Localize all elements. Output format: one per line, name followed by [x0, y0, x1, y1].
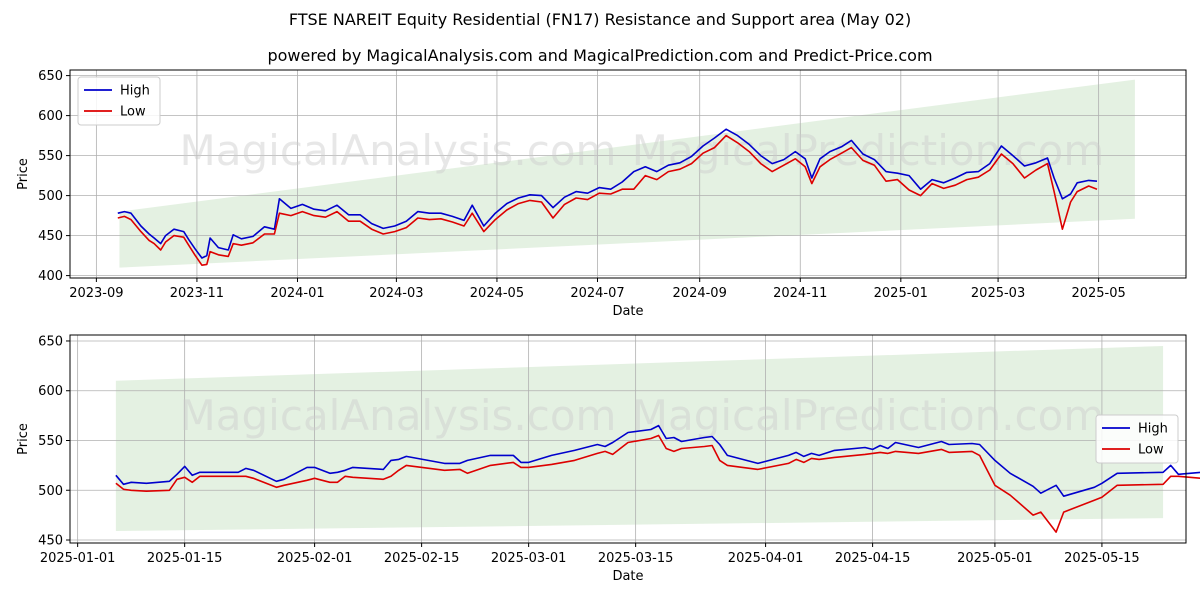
panel1-y-tick-label: 500: [38, 189, 63, 204]
panel2-x-tick-label: 2025-04-15: [835, 551, 911, 566]
panel1-series-high-line: [117, 128, 1098, 259]
panel1-y-tick-label: 650: [38, 69, 63, 84]
panel2-x-tick-label: 2025-03-15: [598, 551, 674, 566]
panel2-plot-frame: [69, 334, 1187, 544]
panel1-x-tick-label: 2024-11: [773, 286, 827, 301]
panel2-watermark: MagicalAnalysis.com: [180, 391, 617, 440]
panel1-y-tick-label: 450: [38, 229, 63, 244]
panel2-y-tick-label: 450: [38, 534, 63, 549]
panel1-y-tick-label: 550: [38, 149, 63, 164]
panel2-y-tick-label: 500: [38, 484, 63, 499]
panel1-x-tick-label: 2024-07: [570, 286, 624, 301]
panel2-x-tick-label: 2025-01-01: [40, 551, 116, 566]
panel1-x-tick-label: 2024-01: [270, 286, 324, 301]
panel1-x-axis-label: Date: [612, 304, 643, 319]
chart-subtitle: powered by MagicalAnalysis.com and Magic…: [267, 46, 933, 65]
panel1-watermark: MagicalAnalysis.com: [180, 126, 617, 175]
panel1-y-tick-label: 600: [38, 109, 63, 124]
panel2-y-tick-label: 650: [38, 334, 63, 349]
panel2-x-tick-label: 2025-02-15: [384, 551, 460, 566]
panel1-x-tick-label: 2023-11: [170, 286, 224, 301]
panel1-y-axis-label: Price: [16, 158, 31, 190]
panel1-x-tick-label: 2025-01: [874, 286, 928, 301]
panel2-y-tick-label: 600: [38, 384, 63, 399]
panel1-support-resistance-band: [119, 79, 1135, 268]
panel2-x-tick-label: 2025-02-01: [277, 551, 353, 566]
panel1-legend-label-low: Low: [120, 105, 146, 120]
panel1-legend-label-high: High: [120, 84, 150, 99]
panel2-x-axis-label: Date: [612, 569, 643, 584]
panel2-legend-box: [1095, 414, 1179, 464]
panel1-x-tick-label: 2025-05: [1071, 286, 1125, 301]
panel1-x-tick-label: 2024-03: [369, 286, 423, 301]
panel1-y-tick-label: 400: [38, 269, 63, 284]
panel1-series-low-line: [117, 134, 1098, 267]
panel1-x-tick-label: 2024-05: [470, 286, 524, 301]
panel2-x-tick-label: 2025-03-01: [491, 551, 567, 566]
panel2-series-low-line: [115, 434, 1200, 533]
panel2-support-resistance-band: [115, 345, 1164, 532]
panel1-x-tick-label: 2025-03: [971, 286, 1025, 301]
panel1-legend-box: [77, 76, 161, 126]
panel2-legend-label-high: High: [1138, 422, 1168, 437]
panel1-x-tick-label: 2023-09: [69, 286, 123, 301]
panel2-x-tick-label: 2025-04-01: [728, 551, 804, 566]
panel2-x-tick-label: 2025-05-15: [1064, 551, 1140, 566]
panel2-series-high-line: [115, 424, 1200, 498]
panel2-y-tick-label: 550: [38, 434, 63, 449]
panel2-x-tick-label: 2025-05-01: [957, 551, 1033, 566]
panel2-watermark: MagicalPrediction.com: [632, 391, 1105, 440]
panel1-x-tick-label: 2024-09: [673, 286, 727, 301]
panel1-watermark: MagicalPrediction.com: [632, 126, 1105, 175]
chart-title: FTSE NAREIT Equity Residential (FN17) Re…: [288, 10, 912, 29]
panel1-plot-frame: [69, 69, 1187, 279]
panel2-x-tick-label: 2025-01-15: [147, 551, 223, 566]
panel2-legend-label-low: Low: [1138, 443, 1164, 458]
panel2-y-axis-label: Price: [16, 423, 31, 455]
